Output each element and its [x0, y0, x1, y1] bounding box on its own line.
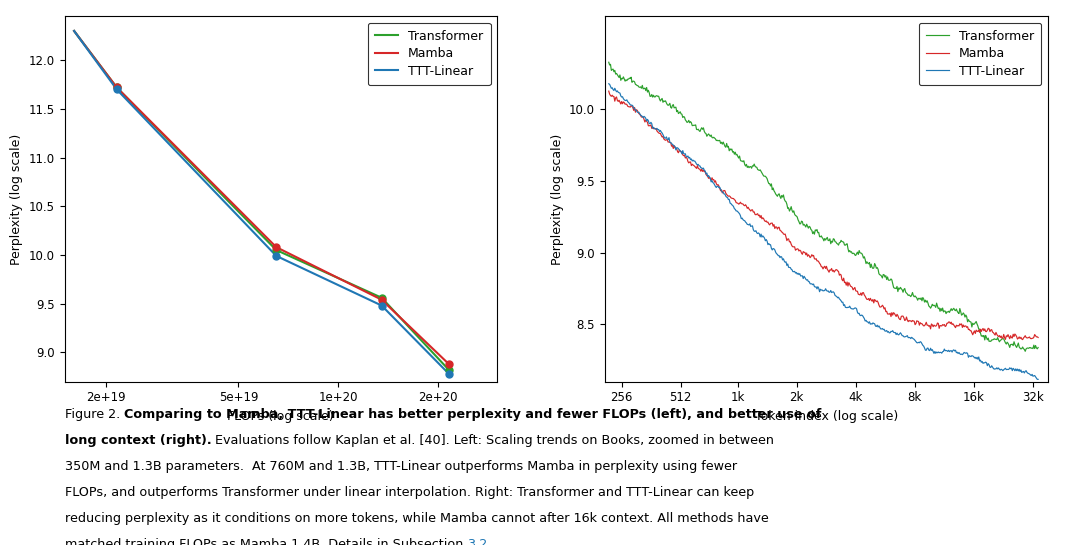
Point: [441, 366, 458, 374]
X-axis label: FLOPs (log scale): FLOPs (log scale): [228, 410, 334, 423]
Text: 3.2: 3.2: [468, 538, 487, 545]
Line: TTT-Linear: TTT-Linear: [75, 31, 449, 374]
Transformer: [443, 367, 456, 373]
Point: [373, 301, 390, 310]
Transformer: [809, 227, 822, 233]
Line: Mamba: Mamba: [75, 31, 449, 364]
Transformer: [835, 237, 848, 244]
Text: Evaluations follow Kaplan et al. [40]. Left: Scaling trends on Books, zoomed in : Evaluations follow Kaplan et al. [40]. L…: [212, 434, 774, 447]
TTT-Linear: [858, 316, 870, 322]
Text: long context (right).: long context (right).: [65, 434, 212, 447]
Line: Transformer: Transformer: [609, 62, 1038, 352]
Transformer: [858, 253, 870, 260]
Point: [373, 295, 390, 304]
Mamba: [110, 84, 123, 90]
Transformer: [110, 84, 123, 90]
TTT-Linear: [375, 302, 388, 309]
Point: [108, 83, 125, 92]
Mamba: [835, 272, 848, 278]
Point: [268, 243, 285, 251]
Y-axis label: Perplexity (log scale): Perplexity (log scale): [551, 134, 564, 264]
Point: [373, 293, 390, 302]
Mamba: [375, 296, 388, 303]
Line: TTT-Linear: TTT-Linear: [609, 84, 1038, 379]
Point: [108, 83, 125, 92]
Transformer: [603, 59, 616, 65]
X-axis label: Token index (log scale): Token index (log scale): [755, 410, 897, 423]
Transformer: [1031, 344, 1044, 351]
TTT-Linear: [68, 28, 81, 34]
TTT-Linear: [1031, 376, 1044, 383]
Text: 350M and 1.3B parameters.  At 760M and 1.3B, TTT-Linear outperforms Mamba in per: 350M and 1.3B parameters. At 760M and 1.…: [65, 460, 737, 473]
Line: Transformer: Transformer: [75, 31, 449, 370]
TTT-Linear: [806, 281, 819, 288]
Text: .: .: [487, 538, 490, 545]
Transformer: [270, 247, 283, 253]
TTT-Linear: [443, 371, 456, 377]
TTT-Linear: [603, 81, 616, 87]
Transformer: [806, 231, 819, 237]
Y-axis label: Perplexity (log scale): Perplexity (log scale): [11, 134, 24, 264]
Point: [108, 85, 125, 94]
Mamba: [806, 253, 819, 259]
Line: Mamba: Mamba: [609, 91, 1038, 340]
Text: Figure 2.: Figure 2.: [65, 408, 124, 421]
TTT-Linear: [110, 86, 123, 93]
Point: [268, 246, 285, 255]
Mamba: [858, 292, 870, 298]
Transformer: [68, 28, 81, 34]
Transformer: [1022, 345, 1035, 352]
Point: [441, 370, 458, 378]
Point: [441, 360, 458, 368]
Transformer: [1018, 348, 1031, 355]
Text: Comparing to Mamba, TTT-Linear has better perplexity and fewer FLOPs (left), and: Comparing to Mamba, TTT-Linear has bette…: [124, 408, 822, 421]
Mamba: [603, 88, 616, 94]
Mamba: [1016, 336, 1029, 343]
Mamba: [68, 28, 81, 34]
Point: [268, 252, 285, 261]
Mamba: [443, 361, 456, 367]
Legend: Transformer, Mamba, TTT-Linear: Transformer, Mamba, TTT-Linear: [368, 22, 490, 86]
TTT-Linear: [270, 253, 283, 259]
TTT-Linear: [955, 351, 968, 358]
Text: FLOPs, and outperforms Transformer under linear interpolation. Right: Transforme: FLOPs, and outperforms Transformer under…: [65, 486, 754, 499]
Transformer: [375, 294, 388, 301]
Mamba: [809, 256, 822, 263]
Mamba: [1022, 334, 1035, 341]
TTT-Linear: [835, 298, 848, 304]
TTT-Linear: [1022, 370, 1035, 377]
Mamba: [270, 244, 283, 250]
Text: reducing perplexity as it conditions on more tokens, while Mamba cannot after 16: reducing perplexity as it conditions on …: [65, 512, 769, 525]
Mamba: [1031, 334, 1044, 341]
Mamba: [955, 322, 968, 328]
TTT-Linear: [809, 284, 822, 290]
Transformer: [955, 308, 968, 315]
Text: matched training FLOPs as Mamba 1.4B. Details in Subsection: matched training FLOPs as Mamba 1.4B. De…: [65, 538, 468, 545]
Legend: Transformer, Mamba, TTT-Linear: Transformer, Mamba, TTT-Linear: [919, 22, 1041, 86]
